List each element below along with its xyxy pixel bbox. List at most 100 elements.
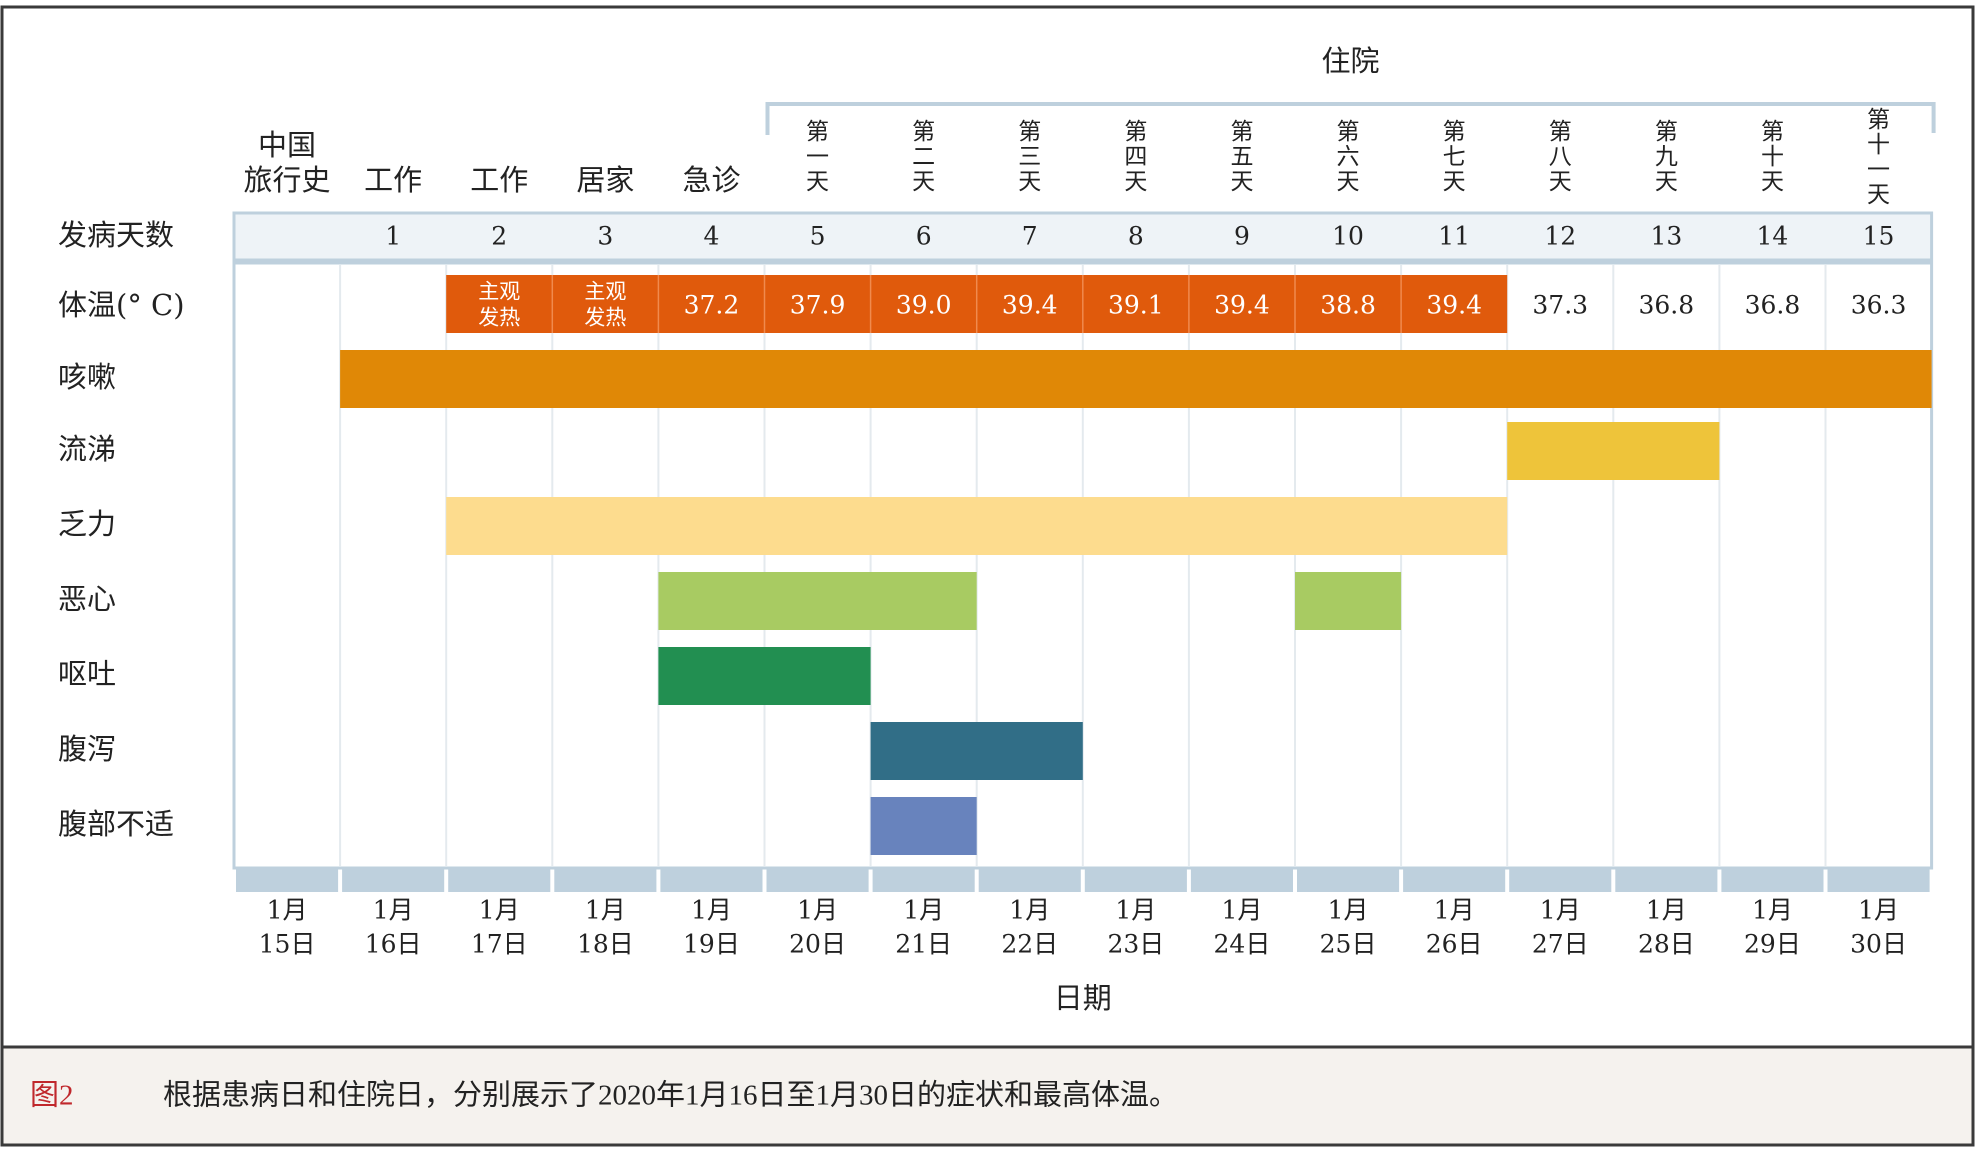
illness-day-number: 1 bbox=[385, 222, 401, 251]
hospital-day-char: 天 bbox=[1867, 182, 1890, 208]
date-month-label: 1月 bbox=[479, 896, 520, 925]
hospital-day-char: 五 bbox=[1230, 144, 1253, 170]
x-axis-label: 日期 bbox=[1054, 981, 1112, 1015]
hospital-day-char: 第 bbox=[1443, 119, 1466, 145]
illness-day-band bbox=[232, 211, 1934, 262]
illness-day-number: 15 bbox=[1863, 222, 1895, 251]
date-month-label: 1月 bbox=[1009, 896, 1050, 925]
temperature-value: 36.8 bbox=[1639, 291, 1695, 320]
illness-day-number: 9 bbox=[1234, 222, 1250, 251]
hospital-day-char: 天 bbox=[806, 169, 829, 195]
date-band-segment bbox=[1827, 868, 1930, 892]
date-day-label: 22日 bbox=[1001, 930, 1058, 959]
status-label: 居家 bbox=[576, 163, 634, 197]
symptom-bar bbox=[446, 497, 1508, 555]
outer-border bbox=[0, 5, 1975, 1147]
temperature-value: 37.9 bbox=[790, 291, 846, 320]
date-band-segment bbox=[554, 868, 657, 892]
illness-day-number: 6 bbox=[916, 222, 932, 251]
symptom-bar bbox=[870, 797, 977, 855]
date-band-segment bbox=[766, 868, 869, 892]
symptom-row-label: 流涕 bbox=[58, 432, 116, 466]
date-month-label: 1月 bbox=[1858, 896, 1899, 925]
illness-day-number: 4 bbox=[703, 222, 719, 251]
temperature-value: 37.2 bbox=[684, 291, 740, 320]
date-band-segment bbox=[342, 868, 445, 892]
symptom-row-label: 乏力 bbox=[58, 507, 116, 541]
symptom-bar bbox=[658, 647, 871, 705]
illness-day-number: 14 bbox=[1757, 222, 1789, 251]
status-label: 急诊 bbox=[682, 163, 740, 197]
date-day-label: 26日 bbox=[1426, 930, 1483, 959]
hospital-day-char: 天 bbox=[1124, 169, 1147, 195]
date-day-label: 24日 bbox=[1214, 930, 1271, 959]
date-day-label: 16日 bbox=[365, 930, 422, 959]
hospital-day-char: 第 bbox=[806, 119, 829, 145]
temperature-value: 36.8 bbox=[1745, 291, 1801, 320]
hospital-day-char: 第 bbox=[1761, 119, 1784, 145]
hospital-day-char: 第 bbox=[1337, 119, 1360, 145]
date-band-segment bbox=[448, 868, 551, 892]
date-month-label: 1月 bbox=[1752, 896, 1793, 925]
hospital-day-char: 天 bbox=[912, 169, 935, 195]
hospital-day-char: 二 bbox=[912, 144, 935, 170]
temperature-value: 39.4 bbox=[1214, 291, 1270, 320]
date-month-label: 1月 bbox=[373, 896, 414, 925]
date-band-segment bbox=[978, 868, 1081, 892]
hospital-day-char: 一 bbox=[1867, 157, 1890, 183]
hospital-day-char: 八 bbox=[1549, 144, 1572, 170]
illness-day-number: 10 bbox=[1332, 222, 1364, 251]
temperature-row-label: 体温(° C) bbox=[58, 288, 185, 322]
date-month-label: 1月 bbox=[585, 896, 626, 925]
date-day-label: 29日 bbox=[1744, 930, 1801, 959]
hospital-label: 住院 bbox=[1322, 44, 1380, 78]
hospital-day-char: 天 bbox=[1655, 169, 1678, 195]
symptom-row-label: 腹部不适 bbox=[58, 807, 174, 841]
date-month-label: 1月 bbox=[1115, 896, 1156, 925]
temperature-value: 39.0 bbox=[896, 291, 952, 320]
symptom-row-label: 恶心 bbox=[58, 582, 116, 616]
symptom-row-label: 呕吐 bbox=[58, 657, 116, 691]
hospital-day-char: 天 bbox=[1761, 169, 1784, 195]
illness-day-number: 3 bbox=[597, 222, 613, 251]
date-month-label: 1月 bbox=[267, 896, 308, 925]
date-band-segment bbox=[1721, 868, 1824, 892]
hospital-day-char: 第 bbox=[1549, 119, 1572, 145]
date-day-label: 27日 bbox=[1532, 930, 1589, 959]
hospital-day-char: 第 bbox=[1655, 119, 1678, 145]
illness-day-number: 8 bbox=[1128, 222, 1144, 251]
caption-panel bbox=[3, 1047, 1972, 1144]
date-month-label: 1月 bbox=[1434, 896, 1475, 925]
date-month-label: 1月 bbox=[1328, 896, 1369, 925]
date-band-segment bbox=[1190, 868, 1293, 892]
temperature-value: 39.4 bbox=[1002, 291, 1058, 320]
date-band-segment bbox=[1615, 868, 1718, 892]
symptom-row-label: 咳嗽 bbox=[58, 360, 116, 394]
hospital-day-char: 九 bbox=[1655, 144, 1678, 170]
date-day-label: 17日 bbox=[471, 930, 528, 959]
hospital-day-char: 第 bbox=[912, 119, 935, 145]
hospital-day-char: 六 bbox=[1337, 144, 1360, 170]
date-month-label: 1月 bbox=[1646, 896, 1687, 925]
date-day-label: 15日 bbox=[259, 930, 316, 959]
subjective-fever-label: 发热 bbox=[478, 306, 520, 330]
hospital-bracket bbox=[765, 102, 1936, 135]
date-band-segment bbox=[660, 868, 763, 892]
illness-day-number: 13 bbox=[1650, 222, 1682, 251]
symptom-bar bbox=[1507, 422, 1720, 480]
temperature-value: 39.1 bbox=[1108, 291, 1164, 320]
hospital-day-char: 一 bbox=[806, 144, 829, 170]
symptom-timeline-chart: 发病天数 1 2 3 4 5 6 7 8 9 10 11 12 13 14 151月15日1月16日1月17日… bbox=[58, 44, 1936, 1015]
date-band-segment bbox=[236, 868, 339, 892]
hospital-day-char: 三 bbox=[1018, 144, 1041, 170]
temperature-value: 37.3 bbox=[1532, 291, 1588, 320]
date-month-label: 1月 bbox=[691, 896, 732, 925]
status-label: 工作 bbox=[470, 163, 528, 197]
hospital-day-char: 十 bbox=[1867, 132, 1890, 158]
date-band-segment bbox=[1403, 868, 1506, 892]
hospital-day-char: 第 bbox=[1867, 107, 1890, 133]
hospital-day-char: 天 bbox=[1018, 169, 1041, 195]
date-day-label: 18日 bbox=[577, 930, 634, 959]
illness-day-number: 11 bbox=[1438, 222, 1470, 251]
